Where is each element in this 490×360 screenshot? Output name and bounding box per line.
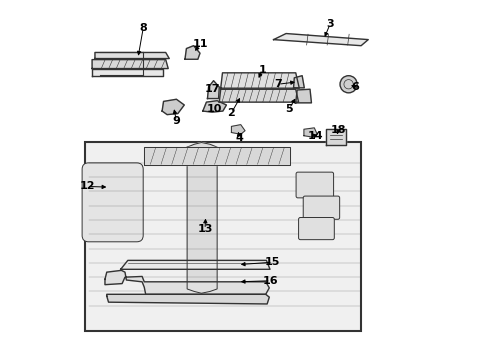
Text: 12: 12 — [79, 181, 95, 192]
Polygon shape — [203, 101, 226, 112]
Text: 10: 10 — [207, 104, 222, 114]
Text: 14: 14 — [308, 131, 323, 141]
Polygon shape — [296, 89, 312, 103]
FancyBboxPatch shape — [298, 217, 334, 240]
Polygon shape — [92, 69, 163, 76]
Text: 8: 8 — [139, 23, 147, 33]
FancyBboxPatch shape — [82, 163, 143, 242]
Polygon shape — [273, 33, 368, 46]
Polygon shape — [220, 73, 299, 88]
Polygon shape — [105, 270, 270, 294]
Polygon shape — [92, 60, 168, 68]
Circle shape — [340, 76, 357, 93]
Bar — [85, 143, 361, 331]
Text: 4: 4 — [235, 133, 243, 143]
Polygon shape — [185, 46, 200, 59]
Polygon shape — [162, 99, 184, 114]
FancyBboxPatch shape — [296, 172, 334, 198]
Polygon shape — [187, 143, 217, 293]
Text: 11: 11 — [193, 39, 208, 49]
Polygon shape — [220, 89, 298, 102]
Text: 15: 15 — [265, 257, 281, 267]
Polygon shape — [144, 147, 290, 165]
FancyBboxPatch shape — [303, 196, 340, 219]
Text: 1: 1 — [258, 65, 266, 75]
Polygon shape — [294, 76, 304, 88]
Text: 6: 6 — [351, 82, 359, 92]
Polygon shape — [95, 53, 169, 59]
Polygon shape — [304, 128, 317, 137]
Text: 9: 9 — [172, 116, 180, 126]
Text: 7: 7 — [274, 79, 282, 89]
Polygon shape — [207, 81, 220, 99]
Polygon shape — [231, 125, 245, 134]
Text: 3: 3 — [326, 19, 334, 29]
Text: 16: 16 — [263, 276, 278, 286]
Text: 2: 2 — [227, 108, 235, 118]
Polygon shape — [107, 294, 270, 304]
Text: 18: 18 — [331, 125, 346, 135]
Polygon shape — [326, 129, 346, 145]
Text: 5: 5 — [286, 104, 293, 113]
Polygon shape — [121, 260, 270, 269]
Text: 17: 17 — [205, 84, 221, 94]
Text: 13: 13 — [197, 224, 213, 234]
